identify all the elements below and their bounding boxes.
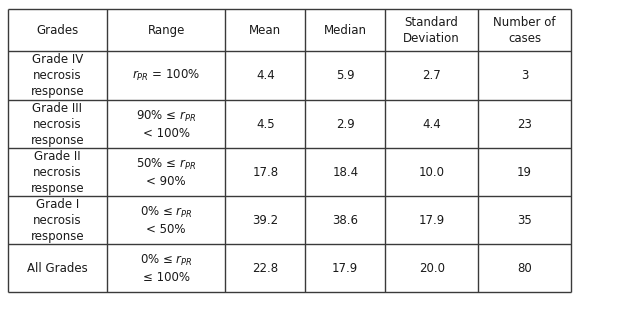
Text: 22.8: 22.8: [252, 261, 278, 275]
Text: Grade II
necrosis
response: Grade II necrosis response: [31, 150, 84, 195]
Text: 0% ≤ $r_{PR}$
≤ 100%: 0% ≤ $r_{PR}$ ≤ 100%: [140, 252, 193, 284]
Text: All Grades: All Grades: [27, 261, 88, 275]
Text: 19: 19: [517, 166, 532, 179]
Text: 0% ≤ $r_{PR}$
< 50%: 0% ≤ $r_{PR}$ < 50%: [140, 205, 193, 236]
Text: 5.9: 5.9: [336, 69, 355, 82]
Text: Mean: Mean: [249, 23, 282, 37]
Text: 50% ≤ $r_{PR}$
< 90%: 50% ≤ $r_{PR}$ < 90%: [136, 157, 196, 188]
Text: 17.9: 17.9: [419, 214, 445, 227]
Text: 3: 3: [521, 69, 528, 82]
Text: 10.0: 10.0: [419, 166, 445, 179]
Text: 2.7: 2.7: [422, 69, 441, 82]
Text: 38.6: 38.6: [332, 214, 358, 227]
Text: 80: 80: [517, 261, 532, 275]
Text: $r_{PR}$ = 100%: $r_{PR}$ = 100%: [132, 68, 200, 83]
Text: Standard
Deviation: Standard Deviation: [403, 16, 460, 44]
Text: Range: Range: [147, 23, 185, 37]
Text: Grade I
necrosis
response: Grade I necrosis response: [31, 198, 84, 243]
Text: 4.5: 4.5: [256, 118, 275, 131]
Text: Grade IV
necrosis
response: Grade IV necrosis response: [31, 53, 84, 98]
Text: 4.4: 4.4: [256, 69, 275, 82]
Text: 90% ≤ $r_{PR}$
< 100%: 90% ≤ $r_{PR}$ < 100%: [136, 109, 196, 140]
Text: 20.0: 20.0: [419, 261, 445, 275]
Text: 2.9: 2.9: [336, 118, 355, 131]
Text: 17.9: 17.9: [332, 261, 358, 275]
Text: Number of
cases: Number of cases: [493, 16, 556, 44]
Text: 17.8: 17.8: [252, 166, 278, 179]
Text: 4.4: 4.4: [422, 118, 441, 131]
Text: 18.4: 18.4: [332, 166, 358, 179]
Text: Grade III
necrosis
response: Grade III necrosis response: [31, 102, 84, 147]
Text: 39.2: 39.2: [252, 214, 278, 227]
Text: Grades: Grades: [36, 23, 79, 37]
Text: Median: Median: [324, 23, 367, 37]
Text: 23: 23: [517, 118, 532, 131]
Text: 35: 35: [517, 214, 532, 227]
